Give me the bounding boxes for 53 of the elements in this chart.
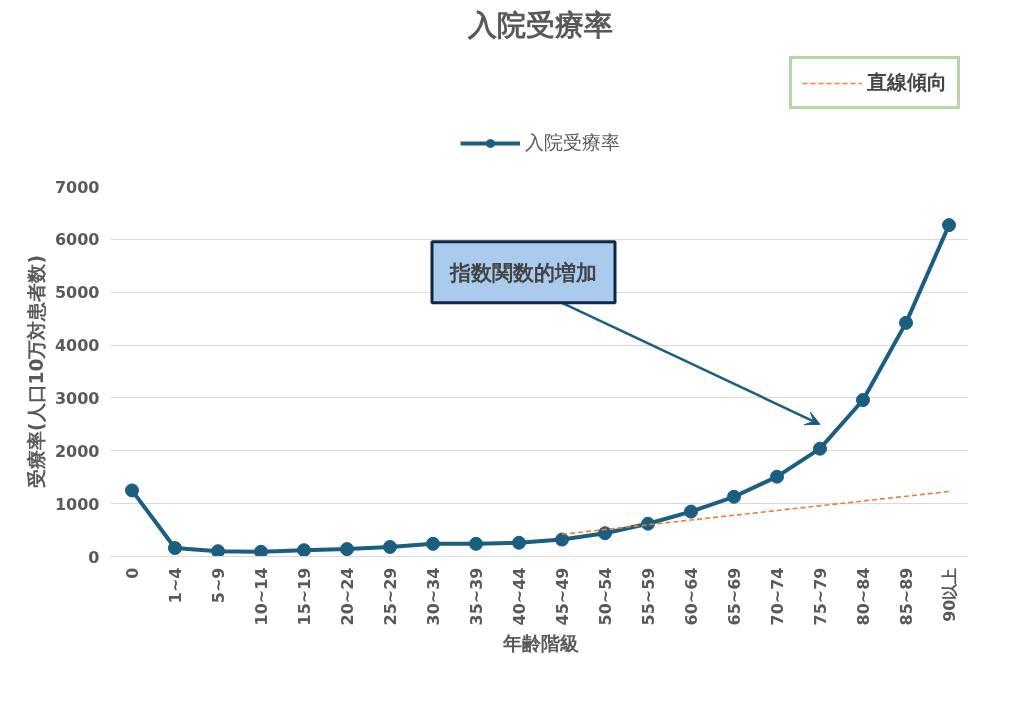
x-tick-label: 0	[122, 567, 142, 579]
y-tick-label: 3000	[54, 388, 100, 408]
y-tick-label: 2000	[54, 441, 100, 461]
x-tick-label: 60~64	[681, 567, 701, 626]
x-tick-label: 70~74	[767, 567, 787, 626]
point	[555, 532, 569, 547]
point	[813, 441, 827, 456]
x-tick-label: 75~79	[810, 567, 830, 626]
x-tick-label: 30~34	[423, 567, 443, 626]
y-tick-label: 1000	[54, 494, 100, 514]
point	[254, 544, 268, 557]
point	[856, 393, 870, 408]
point	[426, 536, 440, 551]
legend-label: 入院受療率	[525, 131, 620, 155]
point	[899, 315, 913, 330]
annotation: 指数関数的増加	[449, 259, 597, 285]
x-tick-label: 65~69	[724, 567, 744, 626]
x-tick-label: 55~59	[638, 567, 658, 626]
point	[297, 543, 311, 557]
point	[727, 489, 741, 504]
point	[340, 542, 354, 557]
x-tick-label: 20~24	[337, 567, 357, 626]
x-tick-label: 25~29	[380, 567, 400, 626]
legend-label: 直線傾向	[867, 69, 947, 96]
point	[125, 483, 139, 498]
point	[942, 218, 956, 233]
point	[168, 541, 182, 556]
point	[211, 544, 225, 557]
x-tick-label: 85~89	[896, 567, 916, 626]
x-tick-label: 1~4	[165, 567, 185, 604]
y-tick-label: 7000	[54, 177, 100, 197]
x-axis-title: 年齢階級	[501, 633, 579, 655]
point	[469, 536, 483, 551]
point	[383, 540, 397, 554]
x-tick-label: 50~54	[595, 567, 615, 626]
y-tick-label: 5000	[54, 283, 100, 303]
y-tick-label: 0	[88, 547, 100, 567]
y-axis-title: 受療率(人口10万対患者数)	[25, 254, 47, 489]
x-tick-label: 45~49	[552, 567, 572, 626]
x-tick-label: 35~39	[466, 567, 486, 626]
y-tick-label: 4000	[54, 336, 100, 356]
x-tick-label: 5~9	[208, 567, 228, 604]
y-tick-label: 6000	[54, 230, 100, 250]
point	[770, 469, 784, 484]
chart-title: 入院受療率	[467, 7, 613, 42]
x-tick-label: 80~84	[853, 567, 873, 626]
x-tick-label: 40~44	[509, 567, 529, 626]
x-tick-label: 90以上	[939, 567, 959, 622]
x-tick-label: 15~19	[294, 567, 314, 626]
point	[684, 504, 698, 519]
point	[598, 526, 612, 541]
x-tick-label: 10~14	[251, 567, 271, 626]
point	[512, 535, 526, 550]
